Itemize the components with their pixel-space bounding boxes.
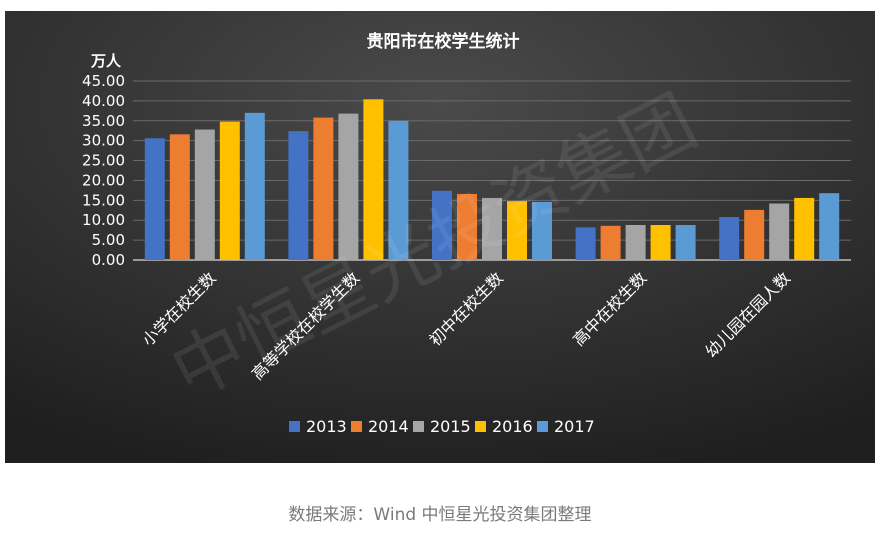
y-tick-label: 15.00 [82,191,125,209]
source-caption: 数据来源：Wind 中恒星光投资集团整理 [288,505,592,525]
bar-2013-4 [575,227,596,260]
y-tick-label: 5.00 [92,231,125,249]
y-tick-label: 25.00 [82,152,125,170]
legend-label: 2015 [430,417,471,436]
legend-label: 2014 [368,417,409,436]
chart-panel: 0.00 5.00 10.00 15.00 20.00 25.00 30.00 35.00 40… [5,11,875,463]
bar-2015-4 [625,224,646,260]
y-tick-label: 20.00 [82,171,125,189]
legend-swatch-2016 [475,421,486,432]
bar-2016-4 [650,224,671,260]
bar-2013-1 [144,138,165,260]
y-tick-label: 35.00 [82,112,125,130]
legend-swatch-2015 [413,421,424,432]
bar-2015-5 [769,203,790,260]
chart-title: 贵阳市在校学生统计 [367,31,520,52]
bar-2016-2 [363,99,384,260]
y-axis-label: 万人 [90,52,122,70]
y-tick-label: 45.00 [82,72,125,90]
y-tick-label: 10.00 [82,211,125,229]
bar-2013-2 [288,131,309,260]
bar-2017-5 [819,193,840,260]
legend: 2013 2014 2015 2016 2017 [289,417,595,436]
y-tick-label: 30.00 [82,132,125,150]
bar-2013-5 [719,217,740,260]
bar-2017-4 [675,224,696,260]
legend-swatch-2013 [289,421,300,432]
bar-2016-1 [219,121,240,260]
y-tick-label: 40.00 [82,92,125,110]
bar-2016-5 [794,197,815,260]
legend-label: 2016 [492,417,533,436]
bar-2014-2 [313,117,334,261]
bars [144,99,840,261]
bar-2017-1 [244,112,265,260]
bar-2014-4 [600,225,621,260]
bar-2017-2 [388,120,409,261]
y-tick-label: 0.00 [92,251,125,269]
bar-2017-3 [532,201,552,260]
bar-2015-1 [194,129,215,260]
bar-2014-1 [169,134,190,260]
bar-2016-3 [507,201,527,260]
bar-2014-3 [457,193,477,260]
legend-swatch-2017 [537,421,548,432]
bar-2014-5 [744,209,765,260]
bar-2015-3 [482,197,502,260]
legend-swatch-2014 [351,421,362,432]
legend-label: 2013 [306,417,347,436]
bar-2015-2 [338,113,359,261]
bar-2013-3 [432,190,452,260]
legend-label: 2017 [554,417,595,436]
